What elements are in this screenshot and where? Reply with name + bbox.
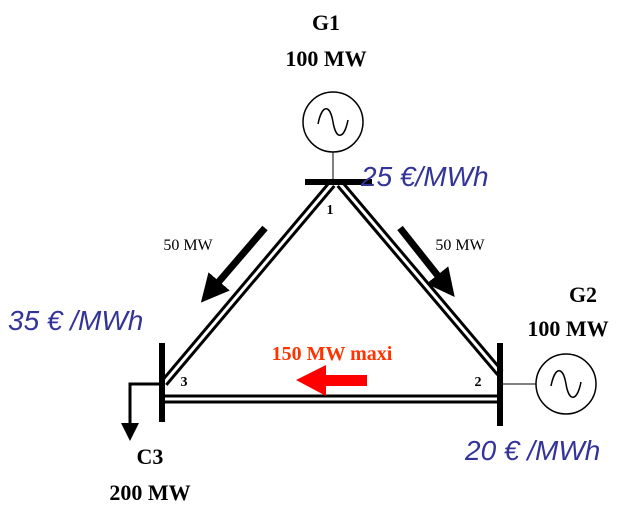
load-arrow xyxy=(121,382,162,441)
generator-capacity: 100 MW xyxy=(285,46,366,71)
generator-capacity: 100 MW xyxy=(527,316,608,341)
limit-arrow xyxy=(296,365,367,396)
price: 35 € /MWh xyxy=(8,305,143,336)
lines xyxy=(160,181,504,404)
flow-arrow xyxy=(397,225,455,297)
bus-label: 2 xyxy=(475,375,482,390)
flow-label: 50 MW xyxy=(163,237,213,254)
bus-label: 1 xyxy=(327,203,334,218)
bus-label: 3 xyxy=(181,375,188,390)
generator-name: G1 xyxy=(312,10,340,35)
generator-g1 xyxy=(302,91,364,182)
load-name: C3 xyxy=(137,444,164,469)
generator-g2 xyxy=(500,353,597,415)
price: 25 €/MWh xyxy=(360,161,489,192)
load-demand: 200 MW xyxy=(109,480,190,505)
generator-name: G2 xyxy=(569,282,597,307)
flow-arrow xyxy=(200,225,268,303)
flow-label: 50 MW xyxy=(435,237,485,254)
buses xyxy=(159,179,503,426)
limit-label: 150 MW maxi xyxy=(272,343,393,365)
price: 20 € /MWh xyxy=(464,435,600,466)
